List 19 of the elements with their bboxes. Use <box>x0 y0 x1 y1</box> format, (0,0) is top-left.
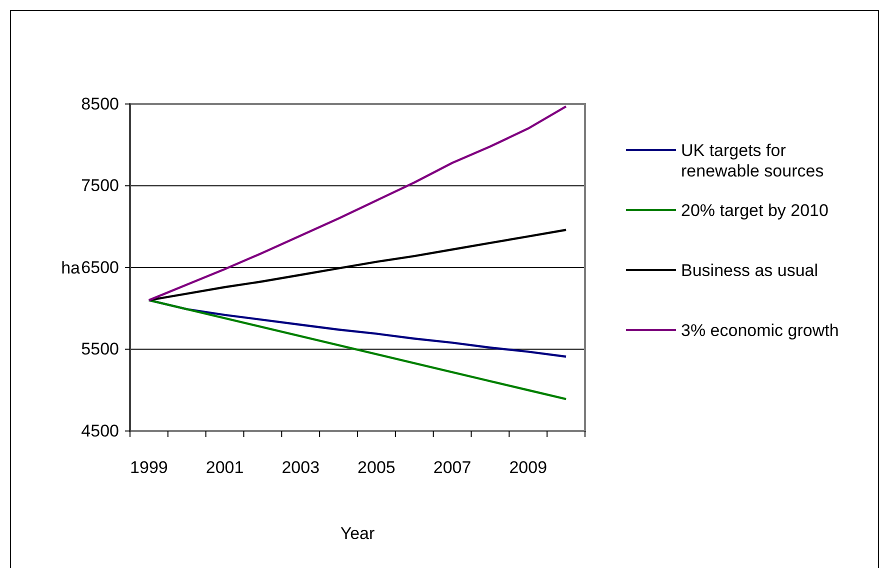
x-axis-title: Year <box>340 524 376 543</box>
x-tick-label: 2005 <box>358 458 396 478</box>
line-series <box>148 299 568 400</box>
y-tick-label: 8500 <box>81 94 119 114</box>
x-tick-label: 2009 <box>509 458 548 478</box>
y-tick-label: 6500 <box>81 258 119 277</box>
legend-label: Business as usual <box>681 260 818 280</box>
x-tick-label: 2007 <box>433 458 472 478</box>
x-tick-label: 2001 <box>206 458 244 478</box>
legend-label: 3% economic growth <box>681 320 839 340</box>
y-tick-label: 7500 <box>81 176 119 196</box>
legend-label: UK targets for renewable sources <box>681 140 824 180</box>
y-tick-label: 4500 <box>81 421 119 440</box>
line-series <box>148 105 568 302</box>
y-axis-title: ha <box>61 258 81 278</box>
legend-label: 20% target by 2010 <box>681 200 828 220</box>
y-tick-label: 5500 <box>81 340 119 359</box>
x-tick-label: 2003 <box>282 458 320 478</box>
x-tick-label: 1999 <box>130 458 168 478</box>
